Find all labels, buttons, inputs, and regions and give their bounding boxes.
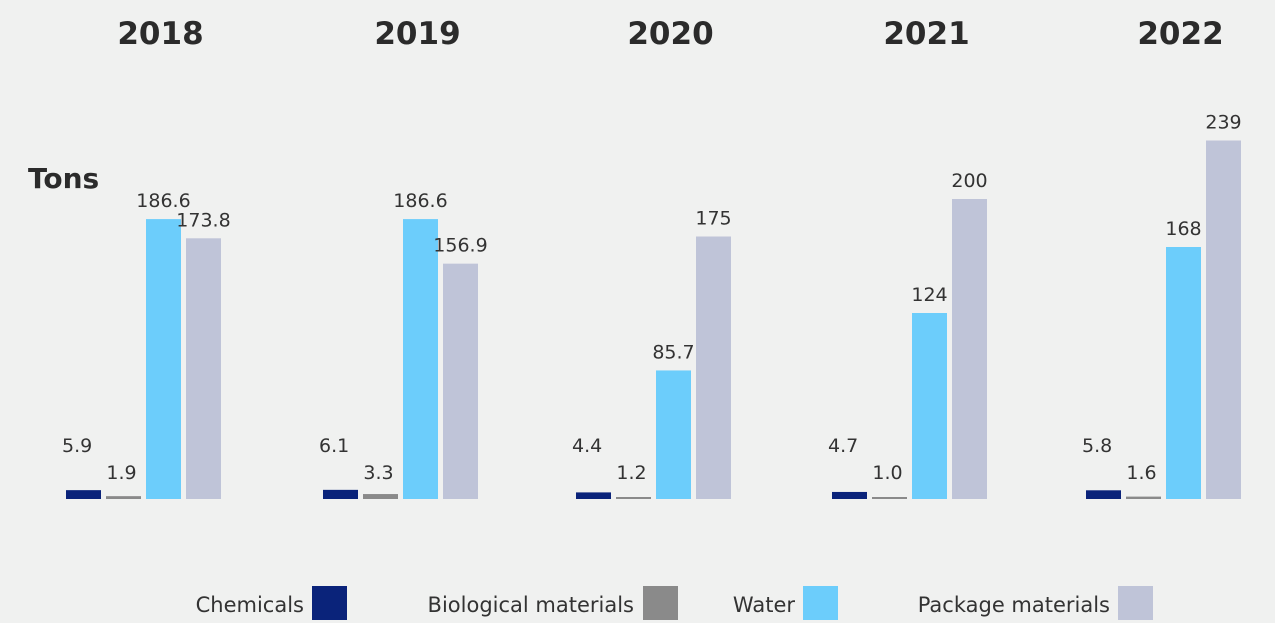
value-label-2018-package-materials: 173.8 [176,209,230,231]
value-labels: 5.91.9186.6173.86.13.3186.6156.94.41.285… [62,112,1242,485]
value-label-2020-package-materials: 175 [695,208,731,230]
bar-2018-water [146,219,181,499]
value-label-2019-package-materials: 156.9 [433,235,487,257]
bar-2018-chemicals [66,490,101,499]
y-axis-unit-label: Tons [28,162,99,195]
value-label-2020-biological-materials: 1.2 [616,462,646,484]
legend-swatch-water [803,586,838,620]
bar-2020-water [656,370,691,499]
value-label-2019-chemicals: 6.1 [319,435,349,457]
legend-label-package-materials: Package materials [918,593,1110,617]
value-label-2022-chemicals: 5.8 [1082,435,1112,457]
bars [66,140,1241,500]
bar-2022-biological-materials [1126,496,1161,499]
legend-label-biological-materials: Biological materials [428,593,634,617]
value-label-2020-water: 85.7 [652,341,694,363]
bar-2019-package-materials [443,263,478,499]
bar-2022-chemicals [1086,490,1121,499]
year-label-2022: 2022 [1137,16,1223,52]
legend-swatch-biological-materials [643,586,678,620]
bar-2022-water [1166,247,1201,499]
legend-swatch-chemicals [312,586,347,620]
bar-2018-package-materials [186,238,221,500]
legend-swatch-package-materials [1118,586,1153,620]
year-label-2018: 2018 [117,16,203,52]
value-label-2019-biological-materials: 3.3 [363,462,393,484]
year-label-2019: 2019 [374,16,460,52]
legend-label-chemicals: Chemicals [196,593,304,617]
value-label-2022-package-materials: 239 [1205,112,1241,134]
bar-2021-biological-materials [872,497,907,499]
value-label-2020-chemicals: 4.4 [572,435,602,457]
bar-2020-biological-materials [616,497,651,499]
bar-2019-biological-materials [363,494,398,499]
value-label-2018-water: 186.6 [136,190,190,212]
bar-2019-water [403,219,438,499]
year-labels: 2018 2019 2020 2021 2022 [117,16,1223,52]
value-label-2021-chemicals: 4.7 [828,435,858,457]
bar-2021-chemicals [832,491,867,499]
bar-2019-chemicals [323,489,358,499]
value-label-2021-water: 124 [911,284,947,306]
bar-2021-water [912,313,947,499]
value-label-2021-biological-materials: 1.0 [872,462,902,484]
value-label-2018-chemicals: 5.9 [62,435,92,457]
value-label-2022-biological-materials: 1.6 [1126,462,1156,484]
bar-2020-package-materials [696,236,731,499]
value-label-2021-package-materials: 200 [951,170,987,192]
year-label-2021: 2021 [883,16,969,52]
value-label-2018-biological-materials: 1.9 [106,462,136,484]
legend-label-water: Water [733,593,795,617]
year-label-2020: 2020 [627,16,713,52]
value-label-2022-water: 168 [1165,218,1201,240]
legend: Chemicals Biological materials Water Packag… [196,586,1153,620]
bar-2022-package-materials [1206,140,1241,499]
bar-2021-package-materials [952,199,987,499]
value-label-2019-water: 186.6 [393,190,447,212]
bar-2020-chemicals [576,492,611,499]
bar-2018-biological-materials [106,496,141,499]
